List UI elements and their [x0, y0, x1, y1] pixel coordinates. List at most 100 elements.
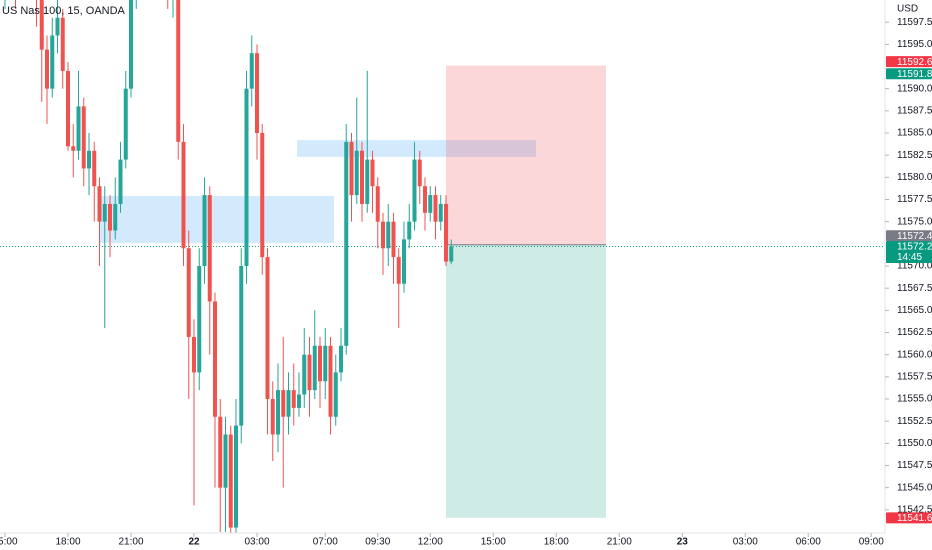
y-tick-label: 11545.0 [897, 482, 932, 493]
candle-body [192, 336, 196, 373]
y-tick-label: 11552.5 [897, 416, 932, 427]
price-tag-label: 11541.6 [897, 513, 932, 524]
price-tag [886, 230, 932, 242]
candle-body [102, 203, 107, 222]
countdown-label: 14:45 [897, 252, 922, 263]
y-tick-label: 11580.0 [897, 172, 932, 183]
x-tick-label: 12:00 [418, 537, 443, 548]
price-tag-label: 11591.8 [897, 69, 932, 80]
candle-body [234, 425, 238, 528]
y-tick-label: 11547.5 [897, 460, 932, 471]
candle-body [186, 248, 191, 337]
candle-body [396, 257, 401, 284]
candle-body [181, 141, 186, 249]
candle-body [60, 17, 65, 71]
candle-body [365, 159, 370, 204]
candle-body [249, 53, 254, 89]
candle-body [391, 221, 396, 258]
y-tick-label: 11550.0 [897, 438, 932, 449]
x-tick-label: 21:00 [607, 537, 632, 548]
candle-body [307, 354, 312, 391]
candle-body [344, 141, 349, 346]
candle-body [370, 159, 375, 187]
y-tick-label: 11587.5 [897, 105, 932, 116]
zone [100, 195, 334, 243]
y-tick-label: 11575.0 [897, 216, 932, 227]
candle-body [417, 159, 422, 187]
x-tick-label: 15:00 [0, 537, 18, 548]
candle-body [260, 133, 265, 258]
candle-body [286, 390, 291, 417]
candle-body [412, 159, 417, 222]
x-tick-label: 22 [188, 537, 200, 548]
y-tick-label: 11590.0 [897, 83, 932, 94]
y-tick-label: 11585.0 [897, 128, 932, 139]
candle-body [45, 49, 49, 89]
x-tick-label: 09:30 [365, 537, 390, 548]
candle-body [349, 141, 354, 196]
candle-body [76, 106, 81, 151]
x-tick-label: 21:00 [118, 537, 143, 548]
price-tag [886, 240, 932, 263]
candle-body [123, 88, 128, 160]
candle-body [66, 70, 70, 147]
price-tag [886, 512, 932, 524]
y-tick-label: 11542.5 [897, 504, 932, 515]
price-tag [886, 56, 932, 68]
x-tick-label: 06:00 [796, 537, 821, 548]
y-tick-label: 11570.0 [897, 261, 932, 272]
candle-body [339, 345, 343, 373]
y-tick-label: 11597.5 [897, 17, 932, 28]
candle-body [87, 150, 91, 169]
candle-body [333, 372, 338, 417]
candle-body [423, 186, 427, 213]
y-tick-label: 11557.5 [897, 371, 932, 382]
candle-body [265, 257, 270, 399]
candle-body [433, 195, 438, 222]
candle-body [118, 159, 123, 204]
candle-body [218, 416, 223, 488]
stop-zone [446, 65, 606, 245]
candle-body [438, 203, 443, 222]
candle-body [270, 399, 275, 435]
y-tick-label: 11555.0 [897, 394, 932, 405]
candle-body [360, 150, 364, 204]
candle-body [428, 195, 433, 213]
candle-body [386, 221, 391, 249]
candle-body [50, 35, 55, 89]
price-tag-label: 11592.6 [897, 57, 932, 68]
y-tick-label: 11595.0 [897, 39, 932, 50]
candle-body [108, 203, 112, 231]
chart-title: US Nas 100, 15, OANDA [2, 5, 126, 17]
y-tick-label: 11582.5 [897, 150, 932, 161]
candle-body [71, 146, 76, 151]
candle-body [449, 246, 454, 262]
candle-body [402, 239, 406, 284]
candle-body [312, 345, 317, 391]
candle-body [228, 434, 233, 528]
candle-body [281, 390, 286, 417]
x-tick-label: 09:00 [859, 537, 884, 548]
candle-body [113, 203, 118, 231]
candle-body [255, 53, 259, 134]
price-tag-label: 11572.2 [897, 242, 932, 253]
candle-body [202, 195, 207, 266]
price-unit: USD [897, 4, 918, 15]
candle-body [297, 394, 301, 408]
candle-body [81, 106, 86, 169]
candle-body [213, 301, 217, 417]
x-tick-label: 03:00 [733, 537, 758, 548]
candle-body [328, 345, 333, 417]
y-tick-label: 11577.5 [897, 194, 932, 205]
candle-body [354, 150, 359, 196]
x-tick-label: 07:00 [313, 537, 338, 548]
y-tick-label: 11560.0 [897, 349, 932, 360]
price-tag-label: 11572.4 [897, 231, 932, 242]
candle-body [291, 390, 296, 408]
candle-body [444, 203, 448, 262]
price-tag [886, 68, 932, 80]
y-tick-label: 11562.5 [897, 327, 932, 338]
x-tick-label: 18:00 [544, 537, 569, 548]
